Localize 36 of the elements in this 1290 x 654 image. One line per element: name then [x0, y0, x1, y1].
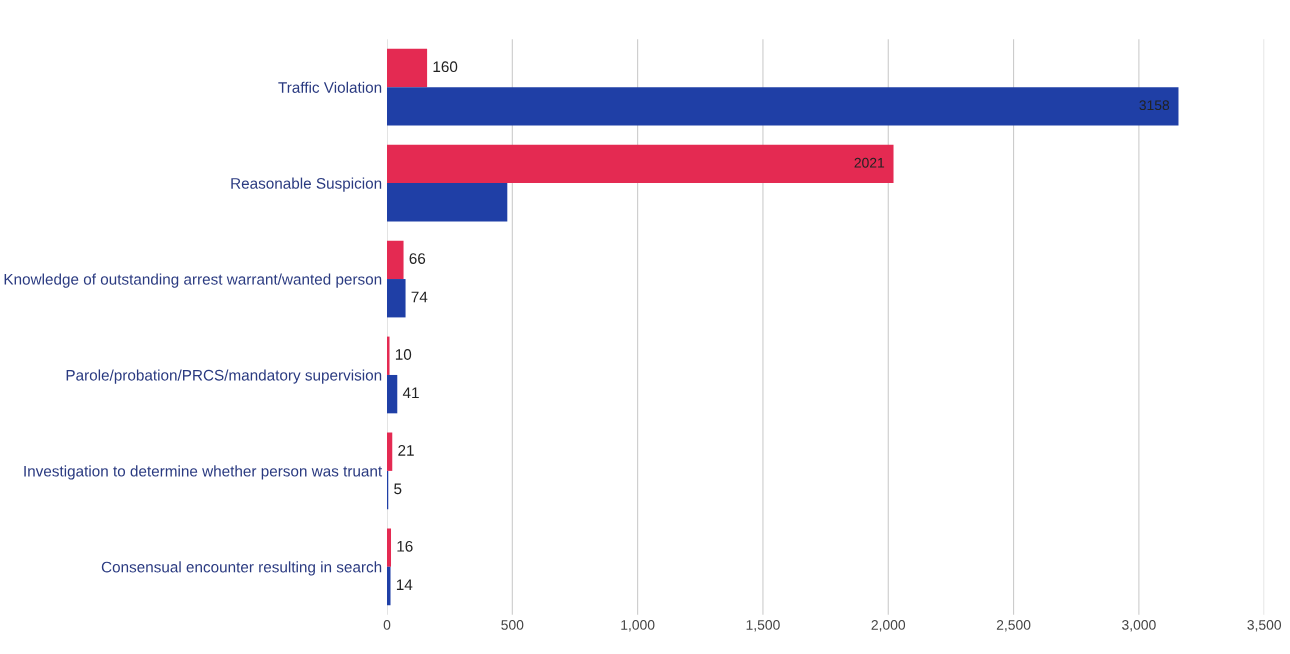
y-tick-label: Consensual encounter resulting in search	[101, 561, 382, 576]
bar	[387, 432, 393, 471]
data-label: 3158	[1139, 100, 1170, 111]
x-tick-label: 1,000	[621, 619, 655, 632]
y-tick-label: Knowledge of outstanding arrest warrant/wanted person	[4, 273, 382, 288]
bar	[387, 566, 391, 606]
y-tick-label: Parole/probation/PRCS/mandatory supervision	[66, 369, 382, 384]
x-tick-label: 1,500	[746, 619, 780, 632]
x-tick-label: 500	[501, 619, 524, 630]
x-tick-label: 3,500	[1247, 619, 1282, 632]
data-label: 16	[397, 540, 413, 552]
data-label: 2021	[854, 157, 885, 168]
bar	[387, 183, 508, 222]
x-tick-label: 3,000	[1122, 619, 1156, 632]
y-tick-label: Traffic Violation	[278, 81, 382, 93]
bar	[387, 87, 1179, 126]
data-label: 21	[398, 444, 414, 456]
y-tick-label: Investigation to determine whether person was truant	[24, 465, 383, 480]
x-tick-label: 0	[383, 619, 391, 630]
bar	[387, 528, 392, 567]
bar	[387, 374, 398, 414]
data-label: 41	[402, 387, 419, 399]
data-label: 66	[409, 253, 426, 264]
bar	[387, 279, 406, 318]
data-label: 14	[396, 579, 413, 590]
y-tick-label: Reasonable Suspicion	[231, 177, 382, 192]
data-label: 74	[411, 291, 428, 303]
data-label: 10	[395, 349, 412, 360]
bar	[387, 336, 390, 375]
data-label: 5	[394, 483, 402, 495]
bar	[387, 144, 894, 184]
bar	[387, 48, 428, 88]
data-label: 160	[433, 61, 458, 73]
bar	[387, 240, 404, 280]
x-tick-label: 2,000	[871, 619, 906, 632]
x-tick-label: 2,500	[996, 619, 1031, 632]
